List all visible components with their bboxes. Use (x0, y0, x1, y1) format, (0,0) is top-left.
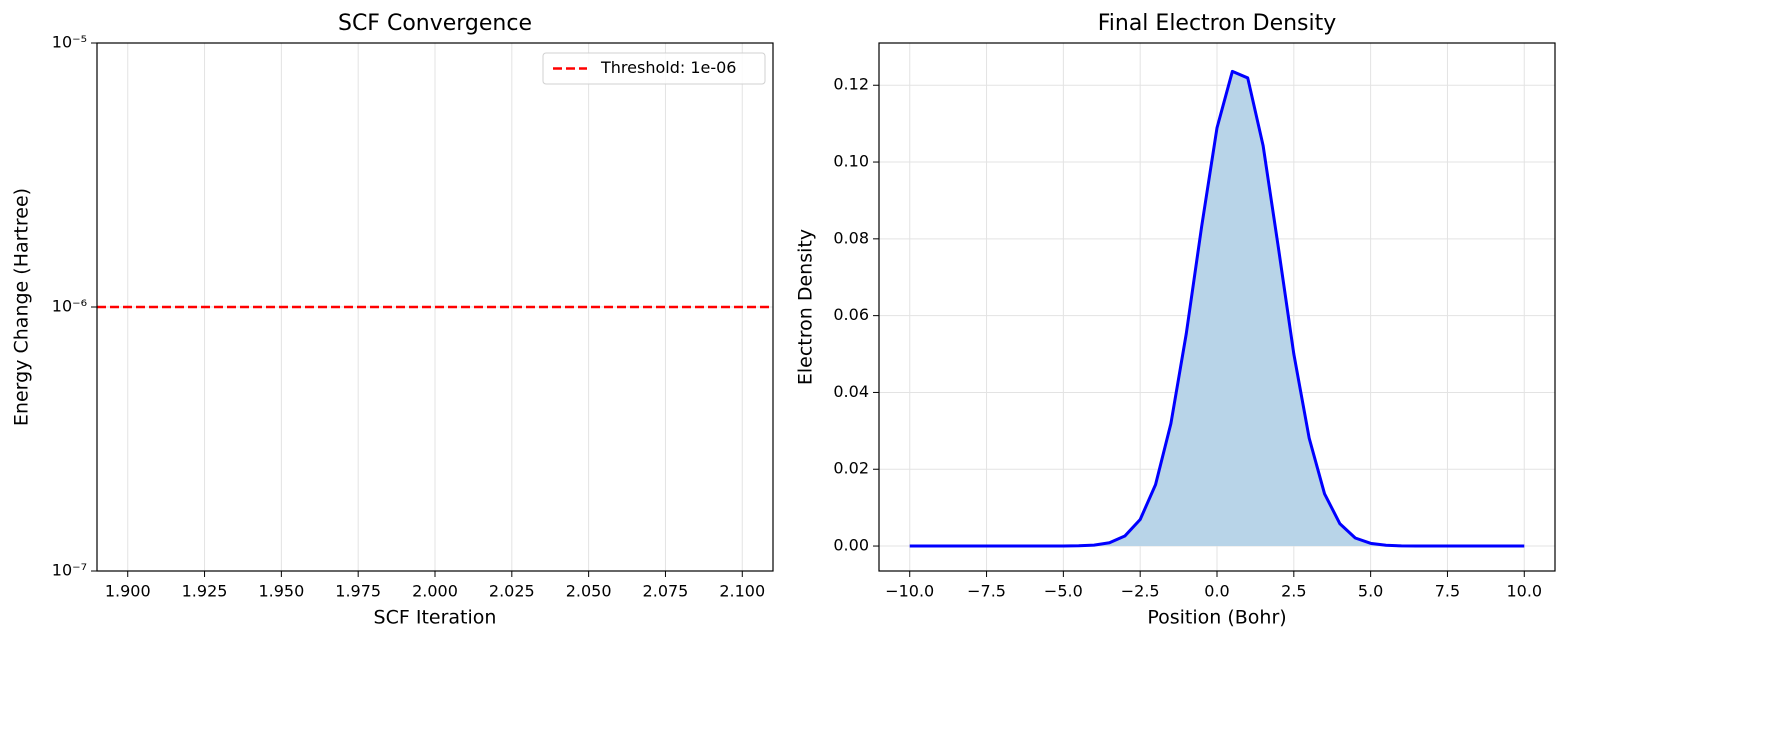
legend-label: Threshold: 1e-06 (600, 58, 736, 77)
x-tick-label: 2.025 (489, 582, 535, 601)
x-axis-label: SCF Iteration (374, 607, 497, 629)
area (909, 71, 1525, 547)
y-axis-label: Energy Change (Hartree) (11, 188, 33, 426)
x-tick-label: −10.0 (885, 582, 934, 601)
x-tick-label: 1.950 (258, 582, 304, 601)
x-tick-label: 10.0 (1506, 582, 1542, 601)
x-tick-label: 2.5 (1281, 582, 1306, 601)
axes-frame (878, 42, 1556, 572)
x-tick-label: 1.975 (335, 582, 381, 601)
x-axis-label: Position (Bohr) (1147, 607, 1286, 629)
y-tick-label: 0.04 (833, 382, 869, 401)
y-tick-label: 10⁻⁵ (52, 33, 87, 52)
y-tick-label: 10⁻⁷ (52, 561, 87, 580)
y-tick-label: 0.02 (833, 459, 869, 478)
x-tick-label: 7.5 (1435, 582, 1460, 601)
axes-frame (96, 42, 774, 572)
x-tick-label: 2.100 (719, 582, 765, 601)
chart-title: Final Electron Density (1098, 11, 1337, 36)
x-tick-label: −7.5 (967, 582, 1006, 601)
y-tick-label: 0.06 (833, 305, 869, 324)
y-tick-label: 0.00 (833, 536, 869, 555)
y-axis-label: Electron Density (795, 229, 817, 385)
x-tick-label: −5.0 (1044, 582, 1083, 601)
x-tick-label: 2.075 (643, 582, 689, 601)
x-tick-label: 0.0 (1204, 582, 1229, 601)
x-tick-label: 2.000 (412, 582, 458, 601)
x-tick-label: 2.050 (566, 582, 612, 601)
chart-title: SCF Convergence (338, 11, 532, 36)
y-tick-label: 0.12 (833, 75, 869, 94)
x-tick-label: 1.900 (105, 582, 151, 601)
legend-box (542, 52, 766, 85)
y-tick-label: 0.08 (833, 228, 869, 247)
line (909, 69, 1525, 548)
x-tick-label: −2.5 (1121, 582, 1160, 601)
x-tick-label: 5.0 (1358, 582, 1383, 601)
x-tick-label: 1.925 (182, 582, 228, 601)
y-tick-label: 0.10 (833, 152, 869, 171)
y-tick-label: 10⁻⁶ (52, 297, 87, 316)
